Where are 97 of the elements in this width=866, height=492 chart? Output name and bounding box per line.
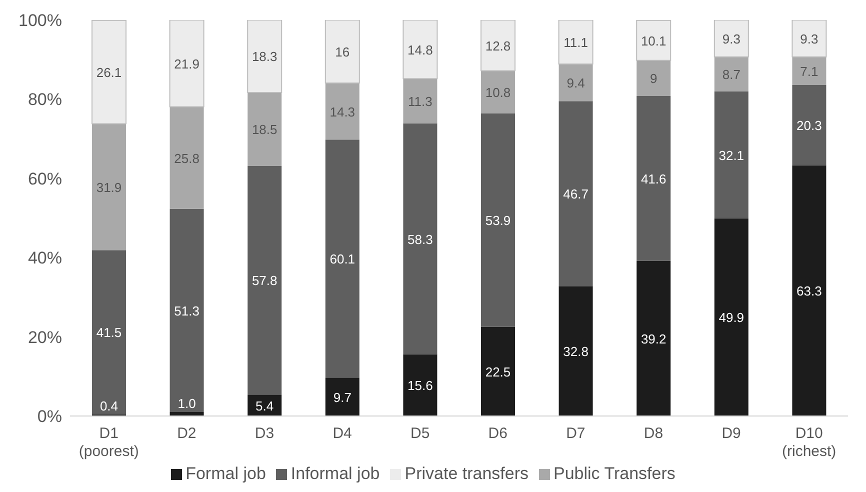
bar [636, 20, 672, 61]
data-label: 39.2 [640, 331, 666, 346]
x-tick-label: D9 [722, 425, 741, 442]
data-label: 11.1 [564, 34, 588, 50]
data-label: 20.3 [796, 118, 822, 134]
data-label: 32.1 [718, 148, 744, 163]
bar [325, 82, 360, 140]
data-label: 14.3 [330, 104, 356, 120]
y-tick-label: 0% [37, 407, 62, 426]
data-label: 9 [650, 71, 658, 86]
data-label: 41.6 [640, 171, 666, 186]
data-label: 58.3 [408, 232, 433, 247]
data-label: 22.5 [485, 364, 511, 380]
data-label: 26.1 [96, 65, 122, 80]
data-label: 46.7 [563, 186, 588, 202]
bar [92, 250, 126, 414]
data-label: 16 [335, 44, 350, 60]
data-label: 7.1 [800, 64, 818, 79]
x-tick-label: D6 [488, 425, 508, 442]
data-label: 1.0 [178, 396, 196, 412]
x-tick-label: D5 [410, 425, 430, 442]
legend-label: Public Transfers [554, 464, 676, 483]
bar [325, 378, 360, 416]
data-label: 0.4 [100, 398, 118, 414]
bar [403, 123, 438, 354]
data-label: 53.9 [485, 213, 511, 228]
bar [714, 91, 748, 218]
x-tick-label: D8 [644, 425, 664, 442]
data-label: 9.3 [800, 31, 818, 46]
bar [170, 106, 204, 209]
data-label: 10.1 [640, 33, 666, 48]
data-label: 21.9 [174, 56, 200, 72]
data-label: 51.3 [174, 303, 200, 318]
y-tick-label: 80% [28, 90, 62, 110]
bar [403, 78, 438, 124]
bar [792, 84, 826, 166]
bar [92, 124, 126, 250]
x-tick-label: D10 (richest) [782, 425, 836, 460]
y-tick-label: 20% [28, 328, 62, 347]
bar [403, 354, 438, 416]
data-label: 14.8 [408, 42, 433, 58]
data-label: 10.8 [485, 85, 511, 100]
bar [558, 286, 593, 416]
data-label: 49.9 [718, 310, 744, 326]
data-label: 25.8 [174, 150, 200, 166]
data-label: 57.8 [252, 273, 278, 288]
data-label: 31.9 [96, 180, 122, 195]
data-label: 41.5 [96, 325, 122, 340]
bar [481, 326, 515, 416]
bar [481, 70, 515, 114]
bar [636, 60, 671, 96]
bar [792, 165, 826, 416]
bar [714, 56, 748, 92]
data-label: 9.7 [333, 390, 352, 405]
x-tick-label: D2 [177, 425, 196, 442]
bar [402, 20, 438, 80]
data-label: 63.3 [796, 284, 822, 299]
bar [558, 64, 593, 102]
bar [636, 96, 671, 261]
bar [558, 20, 594, 64]
data-label: 15.6 [408, 378, 433, 394]
data-label: 18.3 [252, 49, 278, 64]
x-tick-label: D7 [566, 425, 586, 442]
bar [792, 56, 826, 85]
y-tick-label: 100% [18, 11, 62, 30]
data-label: 9.4 [566, 76, 585, 91]
data-label: 11.3 [408, 94, 432, 109]
bar [636, 260, 671, 416]
data-label: 60.1 [330, 252, 356, 267]
bar [481, 113, 515, 327]
legend-label: Informal job [290, 464, 380, 483]
bar [480, 20, 516, 72]
bar [324, 20, 360, 84]
data-label: 9.3 [722, 31, 740, 46]
legend-label: Private transfers [404, 464, 528, 483]
bar [169, 20, 204, 108]
bar [247, 20, 282, 93]
bar [558, 101, 593, 286]
y-tick-label: 40% [28, 248, 62, 268]
bar [714, 218, 748, 416]
data-label: 5.4 [256, 398, 274, 414]
data-label: 18.5 [252, 122, 278, 138]
bar [325, 140, 360, 378]
data-label: 12.8 [485, 38, 511, 54]
bar [92, 20, 126, 124]
data-label: 8.7 [722, 67, 740, 82]
x-tick-label: D3 [254, 425, 274, 442]
data-label: 32.8 [563, 344, 588, 360]
x-tick-label: D4 [332, 425, 352, 442]
bar [248, 166, 282, 395]
bar [714, 20, 749, 58]
bar [170, 208, 204, 412]
bar [248, 92, 282, 166]
x-tick-label: D1 (poorest) [78, 425, 139, 460]
y-tick-label: 60% [28, 169, 62, 188]
legend-label: Formal job [186, 464, 266, 483]
bar [792, 20, 827, 58]
